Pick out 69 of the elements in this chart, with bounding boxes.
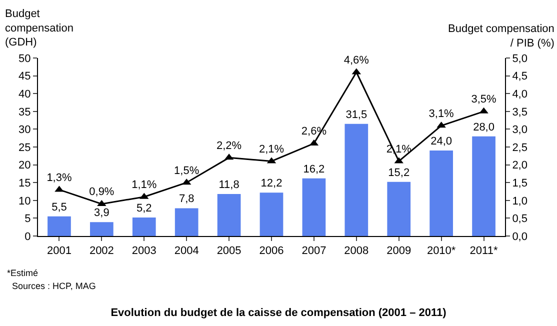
bar (48, 216, 71, 236)
data-label: 7,8 (178, 193, 194, 206)
data-label: 1,1% (132, 179, 157, 192)
x-tick-label: 2002 (89, 245, 114, 258)
x-tick-label: 2006 (259, 245, 284, 258)
x-tick-label: 2008 (344, 245, 369, 258)
y2-axis-title: Budget compensation / PIB (%) (448, 23, 554, 50)
y-tick-label: 30 (18, 124, 31, 136)
data-label: 3,5% (471, 94, 497, 106)
data-label: 5,5 (52, 201, 67, 214)
y2-tick-label: 4,0 (512, 88, 528, 100)
y-tick-label: 15 (18, 177, 31, 190)
text: *Estimé (7, 268, 38, 278)
bar (344, 124, 368, 236)
bar (302, 178, 326, 236)
y2-tick-label: 2,5 (512, 142, 528, 154)
y-tick-label: 25 (18, 142, 31, 154)
y2-tick-label: 2,0 (512, 160, 528, 172)
x-tick-label: 2007 (302, 245, 326, 258)
y2-tick-label: 5,0 (512, 52, 528, 65)
y-axis-title: Budget compensation (GDH) (5, 8, 74, 49)
bar (472, 136, 496, 236)
x-tick-label: 2009 (386, 245, 412, 258)
y-tick-label: 20 (18, 160, 31, 172)
data-label: 31,5 (346, 108, 368, 121)
bar (430, 150, 453, 236)
data-label: 11,8 (218, 178, 240, 191)
y-tick-label: 40 (18, 88, 31, 100)
data-label: 15,2 (388, 166, 410, 179)
y-tick-label: 5 (24, 213, 31, 226)
y-tick-label: 45 (18, 70, 31, 83)
x-tick-label: 2011* (470, 245, 498, 258)
y2-tick-label: 1,0 (512, 195, 528, 208)
text: Evolution du budget de la caisse de compensation (2001 – 2011) (110, 307, 447, 320)
x-tick-label: 2003 (132, 245, 156, 258)
y-tick-label: 10 (18, 195, 31, 208)
data-label: 24,0 (430, 136, 452, 148)
bar (90, 222, 114, 236)
bar (217, 194, 241, 236)
y2-tick-label: 0,5 (512, 213, 528, 226)
data-label: 5,2 (136, 202, 152, 214)
bar (260, 192, 284, 236)
data-label: 2,2% (216, 140, 242, 152)
x-tick-label: 2001 (46, 245, 72, 258)
data-label: 16,2 (303, 163, 325, 176)
y-tick-label: 35 (18, 106, 31, 118)
data-label: 28,0 (473, 121, 494, 134)
data-label: 2,1% (258, 143, 284, 156)
data-label: 1,3% (46, 172, 72, 184)
bar (174, 208, 198, 236)
x-tick-label: 2010* (426, 245, 456, 258)
y2-tick-label: 4,5 (512, 70, 528, 83)
data-label: 4,6% (344, 54, 370, 66)
data-label: 0,9% (89, 186, 114, 198)
data-label: 1,5% (174, 164, 200, 177)
data-label: 12,2 (260, 178, 282, 190)
y2-tick-label: 0,0 (512, 230, 528, 243)
data-label: 3,9 (94, 207, 110, 220)
source-note: Sources : HCP, MAG (12, 281, 96, 291)
y-tick-label: 50 (18, 52, 31, 65)
x-tick-label: 2004 (174, 245, 199, 258)
y2-tick-label: 3,0 (512, 124, 528, 136)
data-label: 3,1% (428, 108, 454, 120)
x-tick-label: 2005 (216, 245, 242, 258)
y2-tick-label: 1,5 (512, 177, 528, 190)
bar (387, 182, 411, 236)
y-tick-label: 0 (24, 230, 31, 243)
bar (132, 217, 156, 236)
y2-tick-label: 3,5 (512, 106, 528, 118)
